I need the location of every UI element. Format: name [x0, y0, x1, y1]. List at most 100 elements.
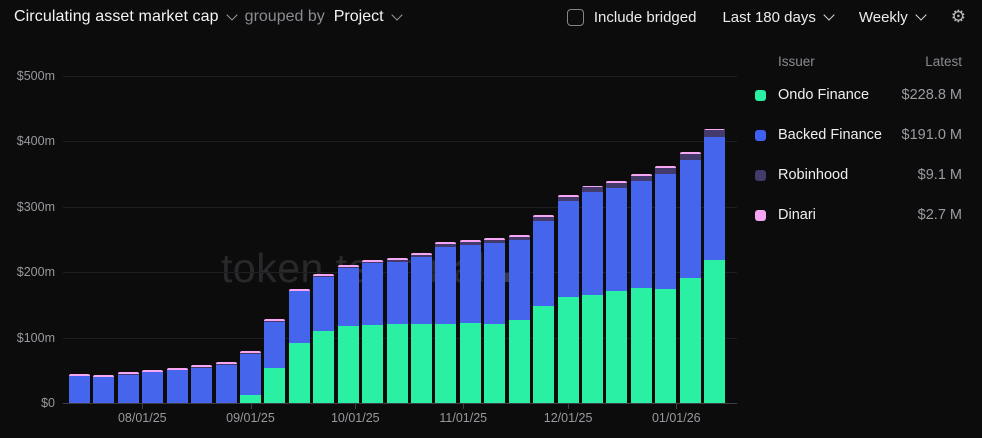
grouped-by-label: grouped by: [244, 8, 325, 25]
metric-selector-group: Circulating asset market cap grouped by …: [14, 8, 403, 26]
bar[interactable]: [362, 259, 384, 403]
bar[interactable]: [337, 265, 359, 403]
bar[interactable]: [386, 258, 408, 403]
bar[interactable]: [582, 185, 604, 403]
bar[interactable]: [215, 362, 237, 403]
chevron-down-icon[interactable]: [390, 9, 403, 21]
bar[interactable]: [459, 240, 481, 403]
bar[interactable]: [508, 234, 530, 403]
bar-segment-ondo-finance: [264, 367, 286, 403]
group-by-dropdown[interactable]: Project: [333, 8, 384, 25]
bar[interactable]: [533, 214, 555, 403]
include-bridged-group[interactable]: Include bridged: [566, 8, 696, 26]
bar-segment-ondo-finance: [557, 297, 579, 403]
legend-row[interactable]: Backed Finance $191.0 M: [748, 115, 982, 155]
bar-segment-dinari: [69, 373, 90, 376]
bar-segment-robinhood: [508, 236, 530, 241]
bar[interactable]: [93, 374, 115, 403]
bar-segment-robinhood: [459, 242, 481, 245]
x-axis-line: [63, 403, 737, 404]
x-axis-tick-label: 09/01/25: [226, 411, 275, 425]
bar-segment-dinari: [288, 288, 310, 291]
interval-dropdown[interactable]: Weekly: [859, 9, 927, 26]
x-axis-tick-mark: [142, 403, 144, 409]
bar-segment-backed-finance: [459, 244, 481, 323]
x-axis-tick-label: 11/01/25: [439, 411, 488, 425]
bar-segment-robinhood: [582, 187, 604, 193]
bar-segment-dinari: [704, 128, 726, 131]
bar-segment-backed-finance: [215, 364, 237, 403]
gear-icon[interactable]: ⚙: [950, 6, 966, 27]
bar-segment-dinari: [630, 174, 652, 177]
bar-segment-robinhood: [337, 266, 359, 269]
bar-segment-ondo-finance: [484, 323, 506, 403]
bar[interactable]: [117, 372, 139, 403]
bar-segment-robinhood: [435, 244, 457, 247]
bar-segment-ondo-finance: [630, 287, 652, 403]
bar-segment-dinari: [679, 151, 701, 154]
bar[interactable]: [166, 368, 188, 403]
bar-segment-backed-finance: [411, 257, 433, 325]
legend-issuer-header: Issuer: [778, 54, 815, 69]
legend-row[interactable]: Robinhood $9.1 M: [748, 155, 982, 195]
bar-segment-robinhood: [606, 183, 628, 189]
bar[interactable]: [484, 238, 506, 403]
bar-segment-robinhood: [484, 240, 506, 244]
stacked-bar-chart: token terminal $500m$400m$300m$200m$100m…: [0, 34, 748, 438]
chevron-down-icon: [915, 9, 927, 21]
metric-dropdown[interactable]: Circulating asset market cap: [14, 8, 219, 25]
legend-latest-value: $228.8 M: [901, 87, 962, 103]
bar-segment-ondo-finance: [508, 319, 530, 403]
bar[interactable]: [240, 351, 261, 403]
x-axis-tick-label: 01/01/26: [651, 411, 701, 425]
bar-segment-ondo-finance: [435, 323, 457, 403]
bar-segment-backed-finance: [704, 136, 726, 261]
bar[interactable]: [630, 174, 652, 403]
bar[interactable]: [411, 253, 433, 403]
grid-line: [63, 206, 737, 208]
bar-segment-dinari: [582, 185, 604, 188]
legend-issuer-name: Ondo Finance: [778, 87, 870, 103]
bar-segment-robinhood: [240, 353, 261, 354]
bar-segment-ondo-finance: [606, 290, 628, 403]
bar[interactable]: [557, 194, 579, 403]
bar-segment-robinhood: [655, 168, 677, 174]
bar[interactable]: [606, 181, 628, 403]
bar[interactable]: [655, 166, 677, 403]
bar[interactable]: [679, 151, 701, 403]
chevron-down-icon[interactable]: [226, 9, 238, 21]
bar[interactable]: [704, 128, 726, 403]
date-range-dropdown[interactable]: Last 180 days: [722, 9, 835, 26]
bar[interactable]: [69, 373, 90, 403]
bar-segment-ondo-finance: [704, 260, 726, 403]
bar-segment-backed-finance: [655, 173, 677, 289]
bar-segment-backed-finance: [582, 192, 604, 296]
y-axis-tick-label: $200m: [16, 265, 55, 280]
bar-segment-ondo-finance: [337, 326, 359, 403]
bar[interactable]: [313, 274, 335, 403]
bar[interactable]: [288, 288, 310, 403]
bar-segment-dinari: [435, 242, 457, 245]
legend-row[interactable]: Ondo Finance $228.8 M: [748, 75, 982, 115]
legend-row[interactable]: Dinari $2.7 M: [748, 195, 982, 235]
bar-segment-ondo-finance: [313, 331, 335, 403]
bar-segment-backed-finance: [264, 321, 286, 368]
bar-segment-backed-finance: [508, 240, 530, 320]
bar-segment-dinari: [93, 374, 115, 377]
y-axis-tick-label: $300m: [16, 199, 55, 214]
include-bridged-checkbox[interactable]: [566, 8, 584, 26]
y-axis-tick-label: $0: [41, 396, 55, 410]
bar[interactable]: [191, 365, 213, 403]
bar[interactable]: [264, 319, 286, 403]
x-axis-tick-mark: [355, 403, 357, 409]
bar-segment-robinhood: [557, 196, 579, 202]
bar-segment-dinari: [337, 265, 359, 267]
legend-issuer-name: Robinhood: [778, 167, 849, 183]
bar[interactable]: [435, 242, 457, 403]
bar-segment-backed-finance: [606, 188, 628, 291]
bar[interactable]: [142, 369, 164, 403]
grid-line: [63, 76, 737, 77]
bar-segment-robinhood: [411, 255, 433, 258]
bar-segment-ondo-finance: [655, 288, 677, 403]
bar-segment-backed-finance: [557, 201, 579, 297]
